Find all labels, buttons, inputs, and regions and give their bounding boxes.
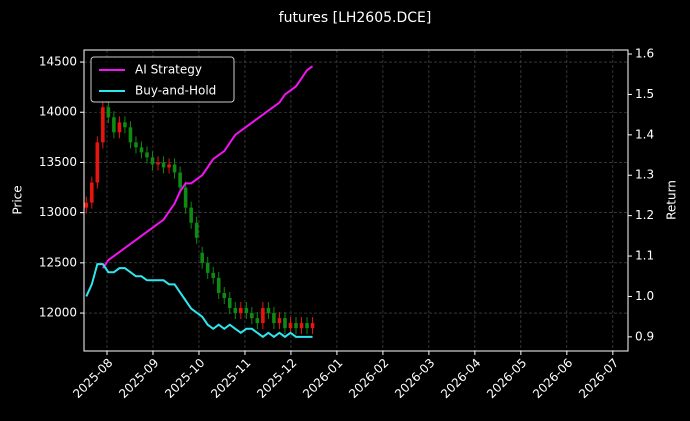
candle-body	[233, 308, 238, 314]
x-tick-label: 2025-10	[162, 356, 207, 401]
candle-body	[117, 122, 122, 133]
y2-tick-label: 1.6	[635, 47, 654, 61]
y-tick-label: 13500	[39, 155, 77, 169]
y2-tick-label: 1.2	[635, 208, 654, 222]
candle-body	[261, 308, 265, 324]
y2-tick-label: 1.0	[635, 289, 654, 303]
candle-body	[194, 222, 199, 238]
candle-body	[239, 308, 243, 314]
candle-body	[277, 318, 282, 324]
candle-body	[123, 122, 127, 128]
y2-tick-label: 1.5	[635, 87, 654, 101]
candle-body	[255, 318, 260, 324]
candle-body	[266, 308, 271, 314]
legend-box	[90, 56, 235, 103]
candle-body	[244, 308, 249, 314]
x-tick-label: 2025-12	[254, 356, 299, 401]
line-series	[102, 65, 314, 269]
candle-body	[150, 157, 155, 165]
x-tick-label: 2026-05	[484, 356, 529, 401]
y-axis-label: Price	[11, 185, 25, 214]
legend-label: AI Strategy	[135, 63, 202, 77]
candle-body	[161, 162, 166, 168]
candle-body	[294, 323, 298, 329]
candle-body	[106, 107, 111, 118]
candle-body	[95, 142, 100, 183]
candle-body	[205, 262, 210, 273]
candle-body	[310, 323, 315, 329]
x-tick-label: 2026-06	[530, 356, 575, 401]
legend-label: Buy-and-Hold	[135, 84, 216, 98]
x-tick-label: 2026-07	[576, 356, 621, 401]
candle-body	[299, 323, 304, 329]
x-tick-label: 2025-08	[70, 356, 115, 401]
candle-body	[134, 142, 138, 148]
candle-body	[156, 162, 160, 165]
candle-body	[183, 187, 188, 208]
x-tick-label: 2026-03	[392, 356, 437, 401]
candle-body	[288, 323, 293, 329]
candle-body	[211, 272, 216, 278]
x-tick-label: 2026-04	[438, 356, 483, 401]
candle-body	[101, 107, 105, 143]
candle-body	[84, 202, 89, 208]
x-tick-label: 2025-09	[116, 356, 161, 401]
y-tick-label: 13000	[39, 205, 77, 219]
x-tick-label: 2026-02	[346, 356, 391, 401]
y2-tick-label: 1.3	[635, 168, 654, 182]
y-tick-label: 12000	[39, 306, 77, 320]
candle-body	[178, 172, 182, 188]
y-tick-label: 14500	[39, 55, 77, 69]
line-series	[85, 263, 313, 339]
candle-body	[305, 323, 309, 329]
candle-body	[145, 152, 149, 158]
candle-body	[167, 164, 171, 168]
chart-title: futures [LH2605.DCE]	[279, 10, 432, 26]
y2-axis-label: Return	[665, 180, 679, 220]
y-tick-label: 12500	[39, 255, 77, 269]
x-tick-label: 2026-01	[300, 356, 345, 401]
y2-tick-label: 1.1	[635, 249, 654, 263]
y2-tick-label: 0.9	[635, 329, 654, 343]
candle-body	[139, 147, 144, 153]
candle-body	[90, 182, 94, 203]
candle-body	[189, 207, 193, 223]
candle-body	[216, 277, 221, 293]
candle-body	[227, 297, 232, 309]
candle-body	[250, 313, 254, 319]
y-tick-label: 14000	[39, 105, 77, 119]
plot-frame	[83, 49, 629, 352]
x-tick-label: 2025-11	[208, 356, 253, 401]
candle-body	[200, 252, 204, 263]
candle-body	[283, 318, 287, 329]
candle-body	[172, 164, 177, 173]
candle-body	[272, 313, 276, 324]
y2-tick-label: 1.4	[635, 127, 654, 141]
candle-body	[222, 292, 227, 298]
candle-body	[128, 127, 133, 143]
candle-body	[112, 117, 116, 133]
